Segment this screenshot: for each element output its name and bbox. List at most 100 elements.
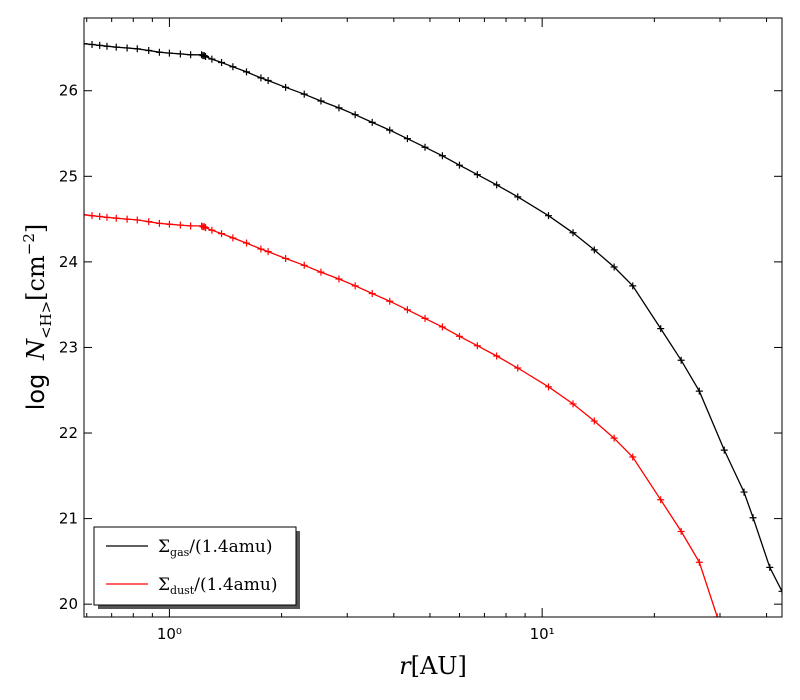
y-tick-label: 20	[59, 595, 78, 613]
data-point	[187, 222, 195, 230]
data-point	[200, 223, 208, 231]
y-tick-label: 23	[59, 338, 78, 356]
series-line	[84, 43, 782, 592]
data-point	[335, 275, 343, 283]
data-point	[677, 527, 685, 535]
data-point	[317, 268, 325, 276]
data-point	[455, 161, 463, 169]
data-point	[103, 42, 111, 50]
data-point	[84, 211, 88, 219]
data-point	[257, 74, 265, 82]
data-point	[155, 219, 163, 227]
data-point	[155, 48, 163, 56]
data-point	[300, 261, 308, 269]
data-point	[403, 306, 411, 314]
data-point	[386, 297, 394, 305]
data-point	[421, 314, 429, 322]
data-point	[720, 446, 728, 454]
data-point	[243, 68, 251, 76]
data-point	[202, 224, 210, 232]
data-point	[421, 143, 429, 151]
data-point	[229, 234, 237, 242]
x-tick-label: 10¹	[530, 625, 555, 643]
data-point	[187, 51, 195, 59]
data-point	[368, 118, 376, 126]
data-point	[123, 44, 131, 52]
data-point	[569, 400, 577, 408]
data-point	[695, 558, 703, 566]
y-tick-label: 26	[59, 82, 78, 100]
data-point	[257, 245, 265, 253]
data-point	[677, 356, 685, 364]
data-point	[133, 45, 141, 53]
data-point	[455, 332, 463, 340]
data-point	[218, 58, 226, 66]
data-point	[176, 50, 184, 58]
data-point	[317, 97, 325, 105]
data-point	[514, 193, 522, 201]
data-point	[610, 263, 618, 271]
data-point	[473, 342, 481, 350]
data-point	[657, 496, 665, 504]
data-point	[282, 83, 290, 91]
data-point	[545, 212, 553, 220]
data-point	[202, 53, 210, 61]
data-point	[368, 290, 376, 298]
data-point	[629, 453, 637, 461]
data-point	[264, 248, 272, 256]
data-point	[766, 563, 774, 571]
legend: Σgas/(1.4amu) Σdust/(1.4amu)	[93, 526, 300, 609]
x-axis-label: r[AU]	[399, 652, 467, 680]
data-point	[165, 220, 173, 228]
data-point	[403, 135, 411, 143]
data-point	[438, 152, 446, 160]
data-point	[229, 63, 237, 71]
data-point	[165, 49, 173, 57]
data-point	[96, 41, 104, 49]
data-point	[200, 52, 208, 60]
plot-frame	[83, 17, 783, 618]
data-point	[493, 181, 501, 189]
data-point	[351, 111, 359, 119]
data-point	[84, 40, 88, 48]
data-point	[386, 126, 394, 134]
axis-ticks: 20 21 22 23 24 25 26 10⁰ 10¹	[59, 18, 782, 643]
data-point	[300, 90, 308, 98]
data-point	[438, 323, 446, 331]
data-point	[749, 514, 757, 522]
data-point	[545, 383, 553, 391]
data-point	[112, 43, 120, 51]
data-point	[88, 41, 96, 49]
data-point	[657, 325, 665, 333]
y-tick-label: 24	[59, 253, 78, 271]
data-point	[493, 352, 501, 360]
data-point	[208, 55, 216, 63]
data-point	[590, 246, 598, 254]
data-point	[473, 171, 481, 179]
data-point	[112, 214, 120, 222]
y-tick-label: 22	[59, 424, 78, 442]
data-point	[778, 587, 782, 595]
data-point	[610, 434, 618, 442]
data-point	[145, 218, 153, 226]
x-minor-ticks	[86, 18, 768, 617]
data-point	[133, 216, 141, 224]
data-point	[176, 221, 184, 229]
data-point	[96, 213, 104, 221]
data-point	[740, 488, 748, 496]
data-point	[335, 104, 343, 112]
legend-label-dust: Σdust/(1.4amu)	[158, 575, 277, 597]
data-point	[713, 613, 721, 617]
data-point	[243, 239, 251, 247]
data-point	[282, 254, 290, 262]
data-point	[351, 282, 359, 290]
data-point	[218, 230, 226, 238]
data-point	[88, 212, 96, 220]
data-point	[264, 76, 272, 84]
data-point	[514, 364, 522, 372]
x-tick-label: 10⁰	[157, 625, 182, 643]
legend-label-gas: Σgas/(1.4amu)	[158, 537, 273, 559]
y-tick-label: 21	[59, 510, 78, 528]
series-layer	[84, 40, 782, 617]
